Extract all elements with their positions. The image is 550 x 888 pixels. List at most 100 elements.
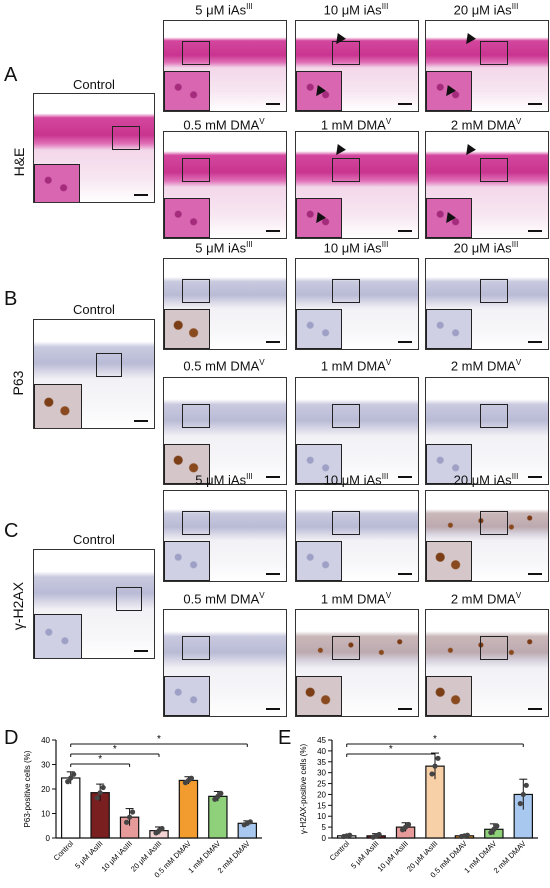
treatment-title-sup: V <box>515 591 522 600</box>
micrograph-p63 <box>163 377 287 485</box>
data-point <box>97 790 103 796</box>
treatment-title-main: 0.5 mM DMA <box>183 358 260 374</box>
inset <box>426 444 472 484</box>
significance-star: * <box>113 744 117 755</box>
micrograph-p63 <box>295 258 419 350</box>
stain-label-he: H&E <box>11 147 27 177</box>
significance-star: * <box>433 734 437 745</box>
inset <box>296 541 342 581</box>
data-point <box>188 775 195 781</box>
micrograph-gh2ax <box>425 490 549 582</box>
scale-bar <box>398 708 412 710</box>
data-point <box>71 771 77 777</box>
y-tick-label: 0 <box>322 834 327 843</box>
treatment-title: 0.5 mM DMAV <box>163 358 285 373</box>
y-tick-label: 45 <box>317 736 326 745</box>
scale-bar <box>266 230 280 232</box>
treatment-title-sup: III <box>511 472 519 481</box>
scale-bar <box>528 341 542 343</box>
treatment-title: 10 μM iAsIII <box>295 472 417 487</box>
data-point <box>376 831 382 838</box>
treatment-title-sup: III <box>381 472 389 481</box>
treatment-title-main: 1 mM DMA <box>320 117 386 133</box>
scale-bar <box>134 420 148 422</box>
treatment-title-main: 5 μM iAs <box>195 472 247 488</box>
zoom-box <box>480 404 508 428</box>
micrograph-he <box>425 20 549 112</box>
inset <box>164 309 210 349</box>
treatment-title-main: 2 mM DMA <box>450 358 516 374</box>
inset <box>164 541 210 581</box>
treatment-title-main: 10 μM iAs <box>323 472 382 488</box>
x-tick-label: Control <box>328 839 352 863</box>
data-point <box>464 832 471 838</box>
treatment-title-main: 5 μM iAs <box>195 2 247 18</box>
scale-bar <box>134 194 148 196</box>
zoom-box <box>96 353 122 377</box>
inset <box>426 198 472 238</box>
control-title-p63: Control <box>73 302 115 317</box>
y-tick-label: 20 <box>41 785 50 794</box>
zoom-box <box>480 636 508 660</box>
scale-bar <box>528 476 542 478</box>
data-point <box>94 795 100 801</box>
inset <box>34 164 80 202</box>
data-point <box>523 782 529 788</box>
panel-letter-d: D <box>4 727 19 749</box>
zoom-box <box>480 158 508 182</box>
treatment-title-sup: V <box>385 117 392 126</box>
zoom-box <box>480 279 508 303</box>
treatment-title-sup: III <box>246 240 253 249</box>
treatment-title: 5 μM iAsIII <box>163 2 285 17</box>
bar <box>208 795 228 839</box>
stain-label-gh2ax: γ-H2AX <box>10 581 26 631</box>
treatment-title-main: 20 μM iAs <box>453 240 512 256</box>
inset <box>426 309 472 349</box>
treatment-title-sup: V <box>515 117 522 126</box>
treatment-title-sup: V <box>385 358 392 367</box>
zoom-box <box>182 158 210 182</box>
scale-bar <box>266 103 280 105</box>
scale-bar <box>398 573 412 575</box>
scale-bar <box>266 573 280 575</box>
y-axis-label: P63-positive cells (%) <box>23 750 32 827</box>
micrograph-p63 <box>425 377 549 485</box>
significance-star: * <box>157 734 161 745</box>
arrowhead-icon <box>462 33 476 47</box>
scale-bar <box>398 476 412 478</box>
stain-label-p63: P63 <box>10 370 26 396</box>
zoom-box <box>332 636 360 660</box>
data-point <box>68 775 74 781</box>
data-point <box>100 784 106 791</box>
treatment-title: 0.5 mM DMAV <box>163 117 285 132</box>
treatment-title-sup: III <box>381 2 389 11</box>
scale-bar <box>528 573 542 575</box>
inset <box>164 676 210 716</box>
micrograph-gh2ax <box>163 490 287 582</box>
x-tick-label: Control <box>52 839 76 863</box>
micrograph-gh2ax <box>425 609 549 717</box>
panel-letter-e: E <box>278 727 292 749</box>
treatment-title: 0.5 mM DMAV <box>163 591 285 606</box>
inset <box>426 71 472 111</box>
scale-bar <box>398 103 412 105</box>
inset <box>164 71 210 111</box>
treatment-title-main: 2 mM DMA <box>450 117 516 133</box>
data-point <box>405 821 412 828</box>
inset <box>296 198 342 238</box>
treatment-title-main: 5 μM iAs <box>195 240 247 256</box>
inset <box>34 384 82 428</box>
data-point <box>494 823 500 829</box>
y-axis-label: γ-H2AX-positive cells (%) <box>299 744 308 835</box>
micrograph-he <box>163 131 287 239</box>
scale-bar <box>528 230 542 232</box>
scale-bar <box>528 103 542 105</box>
zoom-box <box>112 126 140 150</box>
treatment-title: 2 mM DMAV <box>425 591 547 606</box>
treatment-title: 10 μM iAsIII <box>295 2 417 17</box>
treatment-title-main: 1 mM DMA <box>320 358 386 374</box>
micrograph-he <box>425 131 549 239</box>
treatment-title: 20 μM iAsIII <box>425 472 547 487</box>
micrograph-p63 <box>425 258 549 350</box>
data-point <box>126 814 133 820</box>
